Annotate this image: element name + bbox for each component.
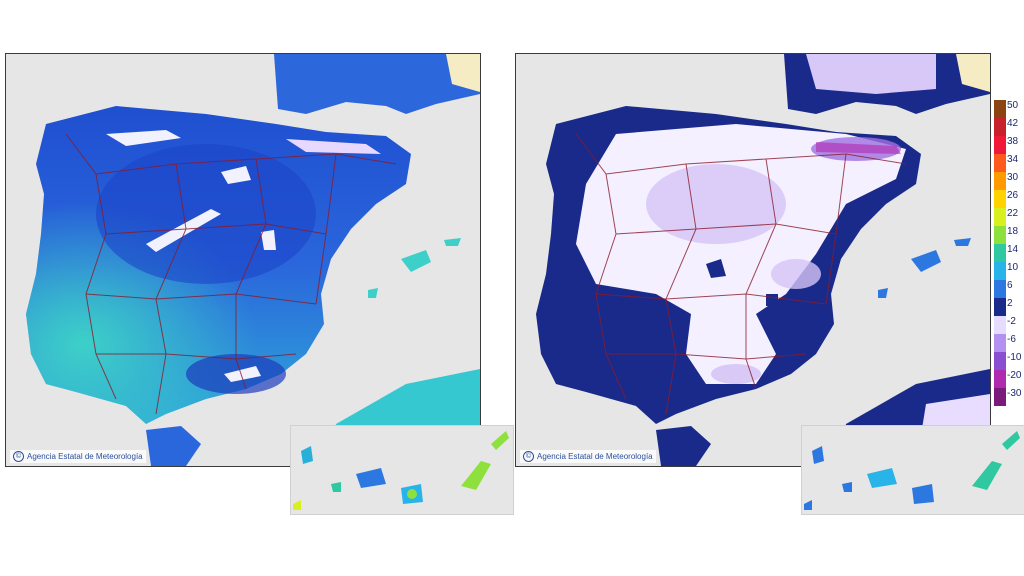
legend-swatch (994, 280, 1006, 298)
balearic-island (368, 288, 378, 298)
legend-labels: 50 42 38 34 30 26 22 18 14 10 6 2 -2 -6 -10 -20 -30 (1007, 97, 1021, 403)
map-panel-left: © Agencia Estatal de Meteorología (5, 53, 481, 467)
cold-spot (146, 209, 221, 252)
legend-color-bar (994, 100, 1006, 406)
legend-label: -2 (1007, 316, 1016, 327)
legend-label: 38 (1007, 136, 1019, 147)
legend-label: -30 (1007, 388, 1022, 399)
land-outside-area (446, 54, 480, 92)
legend-swatch (994, 388, 1006, 406)
legend-label: 26 (1007, 190, 1019, 201)
cold-spot (106, 130, 181, 146)
canary-islands-map (804, 431, 1020, 510)
legend-swatch (994, 118, 1006, 136)
legend-label: -6 (1007, 334, 1016, 345)
legend-swatch (994, 172, 1006, 190)
legend-label: -20 (1007, 370, 1022, 381)
legend-label: -10 (1007, 352, 1022, 363)
copyright-icon: © (13, 451, 24, 462)
canary-inset-right (801, 425, 1024, 515)
legend-swatch (994, 244, 1006, 262)
balearic-island (401, 250, 431, 272)
france-area (274, 54, 480, 114)
legend-label: 18 (1007, 226, 1019, 237)
copyright-icon: © (523, 451, 534, 462)
legend-swatch (994, 226, 1006, 244)
cold-spot (286, 139, 381, 154)
legend-label: 30 (1007, 172, 1019, 183)
color-legend: 50 42 38 34 30 26 22 18 14 10 6 2 -2 -6 -10 -20 -30 (994, 97, 1024, 406)
canary-inset-left (290, 425, 514, 515)
legend-label: 2 (1007, 298, 1013, 309)
credit-label: © Agencia Estatal de Meteorología (520, 450, 656, 463)
legend-swatch (994, 154, 1006, 172)
legend-swatch (994, 352, 1006, 370)
legend-swatch (994, 100, 1006, 118)
legend-swatch (994, 298, 1006, 316)
region-borders (575, 133, 907, 415)
legend-label: 34 (1007, 154, 1019, 165)
balearic-island (444, 238, 461, 246)
legend-swatch (994, 208, 1006, 226)
legend-label: 10 (1007, 262, 1019, 273)
map-panel-right: © Agencia Estatal de Meteorología (515, 53, 991, 467)
legend-label: 6 (1007, 280, 1013, 291)
credit-label: © Agencia Estatal de Meteorología (10, 450, 146, 463)
iberia-map-right (536, 54, 990, 466)
legend-swatch (994, 190, 1006, 208)
legend-swatch (994, 370, 1006, 388)
iberia-map-left (26, 54, 480, 466)
credit-text: Agencia Estatal de Meteorología (27, 452, 143, 461)
legend-label: 42 (1007, 118, 1019, 129)
legend-swatch (994, 262, 1006, 280)
legend-swatch (994, 136, 1006, 154)
legend-label: 14 (1007, 244, 1019, 255)
region-borders (65, 133, 397, 415)
credit-text: Agencia Estatal de Meteorología (537, 452, 653, 461)
legend-swatch (994, 334, 1006, 352)
legend-swatch (994, 316, 1006, 334)
legend-label: 50 (1007, 100, 1019, 111)
legend-label: 22 (1007, 208, 1019, 219)
canary-islands-map (293, 431, 509, 510)
